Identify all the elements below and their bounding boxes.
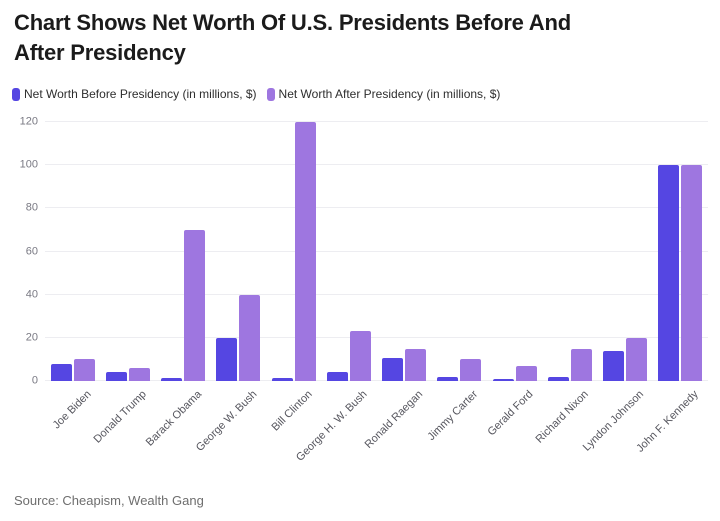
bar-before	[271, 378, 293, 381]
bar-group: Gerald Ford	[485, 122, 542, 438]
bar-before	[658, 165, 680, 381]
bar-group: John F. Kennedy	[635, 122, 708, 455]
bar-before	[603, 350, 625, 381]
bar-after	[405, 348, 427, 381]
y-tick-label: 40	[25, 288, 38, 301]
bar-before	[382, 358, 404, 381]
bar-group: Barack Obama	[144, 122, 211, 449]
bar-group: George H. W. Bush	[294, 122, 376, 464]
gridline	[45, 336, 708, 338]
bar-after	[349, 331, 371, 381]
plot-area: Joe Biden Donald Trump Barack Obama George …	[45, 121, 708, 464]
gridline	[45, 380, 708, 381]
legend: Net Worth Before Presidency (in millions…	[12, 87, 500, 101]
legend-swatch-after-icon	[266, 87, 275, 101]
source-note: Source: Cheapism, Wealth Gang	[14, 493, 204, 508]
x-axis-label: Jimmy Carter	[425, 388, 481, 444]
bar-after	[73, 359, 95, 381]
x-axis-label: George W. Bush	[193, 388, 260, 454]
bar-groups: Joe Biden Donald Trump Barack Obama George …	[45, 122, 708, 464]
bar-after	[184, 229, 206, 381]
y-tick-label: 100	[19, 158, 38, 171]
bar-before	[105, 372, 127, 381]
legend-swatch-before-icon	[12, 87, 20, 101]
bar-group: Jimmy Carter	[425, 122, 487, 443]
x-axis-label: Ronald Raegan	[362, 388, 425, 451]
legend-item-after: Net Worth After Presidency (in millions,…	[266, 87, 501, 101]
bar-group: Donald Trump	[91, 122, 155, 446]
x-axis-label: John F. Kennedy	[634, 388, 702, 455]
legend-label-before: Net Worth Before Presidency (in millions…	[24, 87, 257, 101]
gridline	[45, 121, 708, 122]
bar-group: Lyndon Johnson	[581, 122, 653, 454]
gridline	[45, 207, 708, 209]
bar-group: Joe Biden	[45, 122, 100, 431]
bar-before	[216, 337, 238, 381]
bar-before	[326, 372, 348, 381]
gridline	[45, 250, 708, 252]
legend-label-after: Net Worth After Presidency (in millions,…	[278, 87, 501, 101]
page-title: Chart Shows Net Worth Of U.S. Presidents…	[14, 8, 694, 68]
legend-item-before: Net Worth Before Presidency (in millions…	[12, 87, 257, 101]
bar-after	[128, 368, 150, 381]
bar-before	[50, 363, 72, 381]
gridline	[45, 293, 708, 295]
y-tick-label: 120	[19, 115, 38, 128]
bar-after	[239, 294, 261, 381]
page-title-line-1: Chart Shows Net Worth Of U.S. Presidents…	[14, 10, 571, 35]
bar-after	[681, 165, 703, 381]
y-tick-label: 0	[31, 374, 38, 387]
x-axis-label: Joe Biden	[50, 388, 94, 432]
x-axis-label: Bill Clinton	[269, 388, 315, 434]
bar-group: Ronald Raegan	[362, 122, 432, 451]
y-tick-label: 20	[25, 331, 38, 344]
bar-before	[547, 376, 569, 381]
bar-group: Bill Clinton	[266, 122, 321, 434]
bar-before	[492, 378, 514, 381]
bar-after	[460, 359, 482, 381]
y-axis: 0 20 40 60 80 100 120	[0, 116, 38, 386]
bar-group: George W. Bush	[194, 122, 266, 454]
y-tick-label: 60	[25, 245, 38, 257]
bar-after	[570, 348, 592, 381]
bar-after	[515, 365, 537, 381]
bar-before	[437, 376, 459, 381]
y-tick-label: 80	[25, 201, 38, 214]
gridline	[45, 164, 708, 166]
bar-before	[161, 378, 183, 381]
page-title-line-2: After Presidency	[14, 40, 186, 65]
x-axis-label: Richard Nixon	[533, 388, 591, 446]
bar-after	[626, 337, 648, 381]
x-axis-label: Gerald Ford	[485, 388, 536, 439]
bar-after	[294, 122, 316, 381]
x-axis-label: Donald Trump	[91, 388, 149, 446]
bar-group: Richard Nixon	[533, 122, 597, 446]
x-axis-label: Barack Obama	[143, 388, 204, 449]
